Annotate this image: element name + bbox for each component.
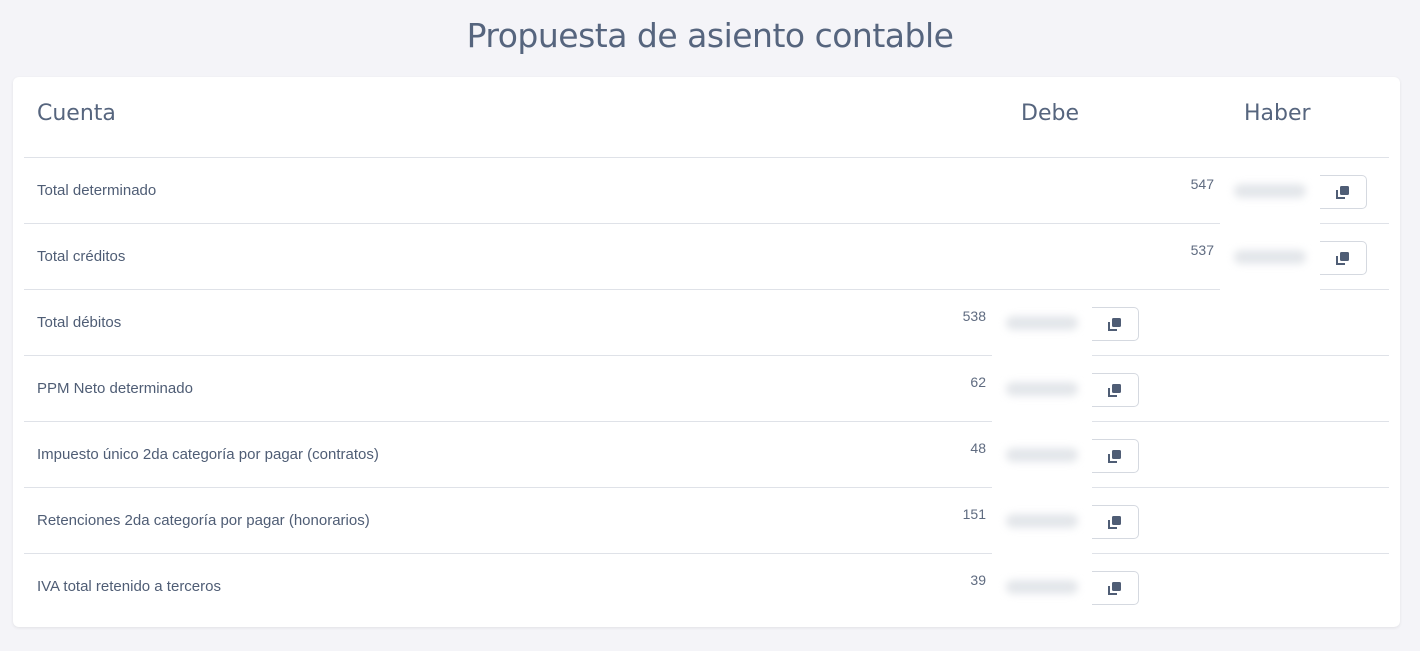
copy-button[interactable] bbox=[1092, 373, 1139, 407]
copy-icon bbox=[1107, 514, 1123, 530]
copy-button[interactable] bbox=[1092, 439, 1139, 473]
account-name: Retenciones 2da categoría por pagar (hon… bbox=[37, 512, 370, 529]
account-name: PPM Neto determinado bbox=[37, 380, 193, 397]
account-name: Total débitos bbox=[37, 314, 122, 331]
amount-field-blurred bbox=[1220, 158, 1320, 224]
table-row: Total créditos 537 bbox=[24, 224, 1389, 290]
account-name: Impuesto único 2da categoría por pagar (… bbox=[37, 446, 379, 463]
amount-field-blurred bbox=[992, 356, 1092, 422]
account-name: IVA total retenido a terceros bbox=[37, 578, 221, 595]
copy-icon bbox=[1335, 250, 1351, 266]
header-debit: Debe bbox=[1021, 101, 1079, 126]
copy-icon bbox=[1107, 448, 1123, 464]
copy-button[interactable] bbox=[1320, 175, 1367, 209]
copy-button[interactable] bbox=[1092, 505, 1139, 539]
account-code: 62 bbox=[970, 374, 986, 390]
account-code: 151 bbox=[962, 506, 986, 522]
table-header: Cuenta Debe Haber bbox=[24, 77, 1389, 158]
table-row: Retenciones 2da categoría por pagar (hon… bbox=[24, 488, 1389, 554]
journal-entry-table: Cuenta Debe Haber Total determinado 547 … bbox=[13, 77, 1400, 627]
account-code: 537 bbox=[1190, 242, 1214, 258]
table-row: IVA total retenido a terceros 39 bbox=[24, 554, 1389, 620]
copy-icon bbox=[1107, 316, 1123, 332]
account-name: Total créditos bbox=[37, 248, 126, 265]
copy-button[interactable] bbox=[1092, 571, 1139, 605]
account-code: 48 bbox=[970, 440, 986, 456]
amount-field-blurred bbox=[1220, 224, 1320, 290]
table-row: Total débitos 538 bbox=[24, 290, 1389, 356]
amount-field-blurred bbox=[992, 554, 1092, 620]
amount-field-blurred bbox=[992, 488, 1092, 554]
page-title: Propuesta de asiento contable bbox=[466, 16, 954, 55]
account-code: 538 bbox=[962, 308, 986, 324]
amount-field-blurred bbox=[992, 290, 1092, 356]
account-code: 39 bbox=[970, 572, 986, 588]
table-row: Total determinado 547 bbox=[24, 158, 1389, 224]
copy-button[interactable] bbox=[1320, 241, 1367, 275]
account-name: Total determinado bbox=[37, 182, 157, 199]
copy-button[interactable] bbox=[1092, 307, 1139, 341]
copy-icon bbox=[1107, 382, 1123, 398]
copy-icon bbox=[1335, 184, 1351, 200]
table-row: Impuesto único 2da categoría por pagar (… bbox=[24, 422, 1389, 488]
amount-field-blurred bbox=[992, 422, 1092, 488]
header-credit: Haber bbox=[1244, 101, 1311, 126]
header-account: Cuenta bbox=[37, 101, 116, 126]
table-row: PPM Neto determinado 62 bbox=[24, 356, 1389, 422]
copy-icon bbox=[1107, 580, 1123, 596]
account-code: 547 bbox=[1190, 176, 1214, 192]
